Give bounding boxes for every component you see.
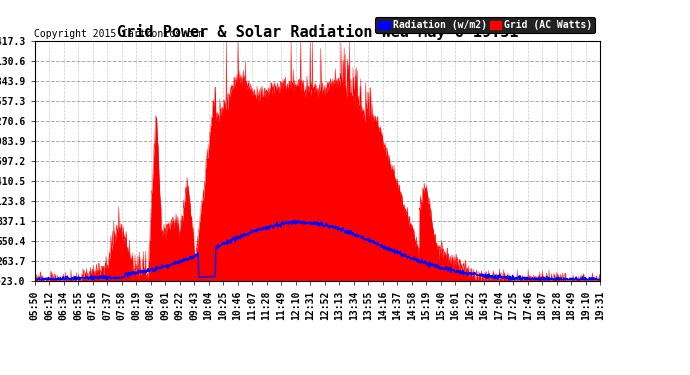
Legend: Radiation (w/m2), Grid (AC Watts): Radiation (w/m2), Grid (AC Watts) <box>375 17 595 33</box>
Text: Copyright 2015 Cartronics.com: Copyright 2015 Cartronics.com <box>34 29 205 39</box>
Title: Grid Power & Solar Radiation Wed May 6 19:51: Grid Power & Solar Radiation Wed May 6 1… <box>117 24 518 40</box>
